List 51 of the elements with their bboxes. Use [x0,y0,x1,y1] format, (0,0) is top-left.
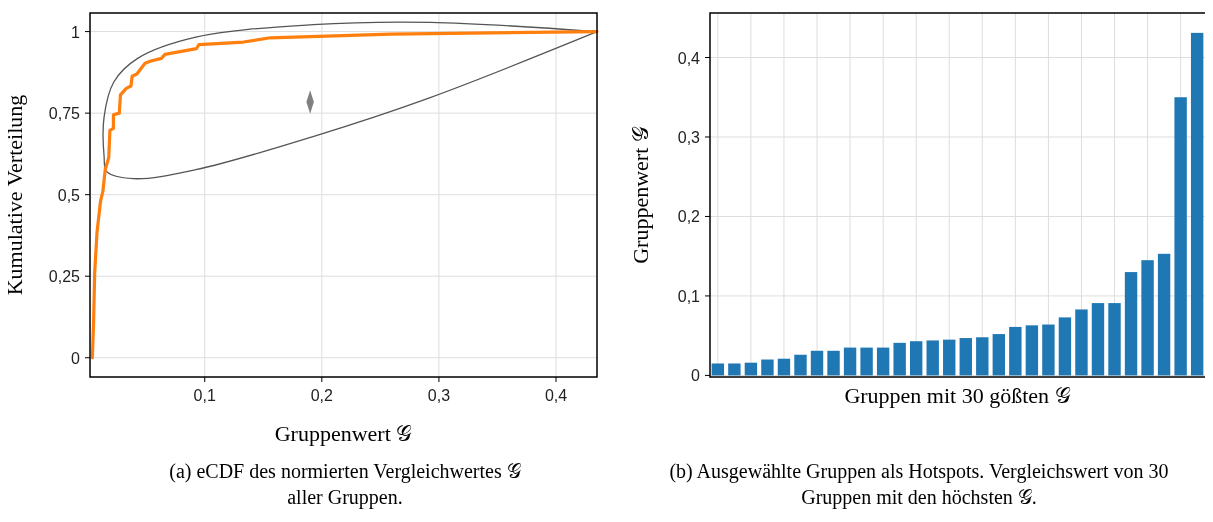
y-tick-label: 0,25 [48,268,81,286]
x-tick-label: 0,3 [427,387,451,404]
bar [992,334,1006,376]
bar [860,347,873,376]
bar [876,347,890,376]
bar [893,342,906,376]
y-tick-label: 0,5 [57,186,81,204]
y-tick-label: 0 [71,349,81,367]
bar [810,350,824,376]
text: (b) Ausgewählte Gruppen als Hotspots. Vergleichswert von 30 Gruppen mit den höchsten 𝒢. [669,460,1169,509]
x-axis-title: Gruppenwert 𝒢 [274,421,413,446]
bar [843,347,857,376]
y-axis-title: Gruppenwert 𝒢 [628,126,653,264]
bar [1009,326,1022,376]
bar [728,363,741,376]
bar [1042,324,1055,376]
bar [926,340,939,376]
y-tick-label: 1 [71,23,81,41]
bar [1091,303,1105,376]
bar [1174,97,1187,376]
bar [777,358,791,376]
bar [943,339,956,376]
bar [1058,317,1072,376]
bar [761,359,774,376]
x-axis-title: Gruppen mit 30 gößten 𝒢 [844,383,1071,408]
bar [827,350,840,376]
bar [1108,303,1121,376]
bar [744,362,758,376]
bar [1157,253,1171,376]
y-tick-label: 0,3 [677,128,701,146]
bar [1141,260,1154,376]
x-tick-label: 0,4 [544,387,568,404]
y-tick-label: 0,1 [677,287,701,305]
y-tick-label: 0,4 [677,49,701,67]
y-tick-label: 0,2 [677,208,701,226]
x-tick-label: 0,1 [193,387,216,404]
bar [909,341,923,376]
y-axis-title: Kumulative Verteilung [2,94,27,296]
y-tick-label: 0 [691,367,701,385]
line-series [90,29,599,360]
x-tick-label: 0,2 [310,387,334,404]
bar [976,337,989,376]
bar [1124,272,1138,376]
bar [711,363,725,376]
y-tick-label: 0,75 [48,105,81,123]
bar [1025,325,1039,376]
bar [1190,32,1204,376]
bar [1075,309,1088,376]
bar [794,354,807,376]
text: (a) eCDF des normierten Vergleichwertes 𝒢 aller Gruppen. [169,460,521,509]
bar [959,338,972,376]
